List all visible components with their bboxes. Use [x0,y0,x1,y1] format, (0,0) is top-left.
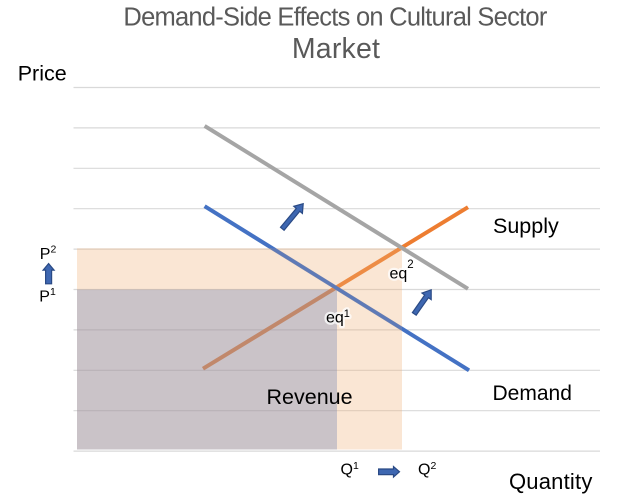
svg-text:Revenue: Revenue [267,385,353,409]
svg-text:Demand: Demand [493,382,572,405]
svg-text:Price: Price [18,61,67,85]
svg-text:Quantity: Quantity [509,469,593,494]
svg-text:Market: Market [292,33,380,65]
svg-text:Supply: Supply [493,214,559,238]
svg-text:Demand-Side Effects on Cultura: Demand-Side Effects on Cultural Sector [123,3,547,31]
